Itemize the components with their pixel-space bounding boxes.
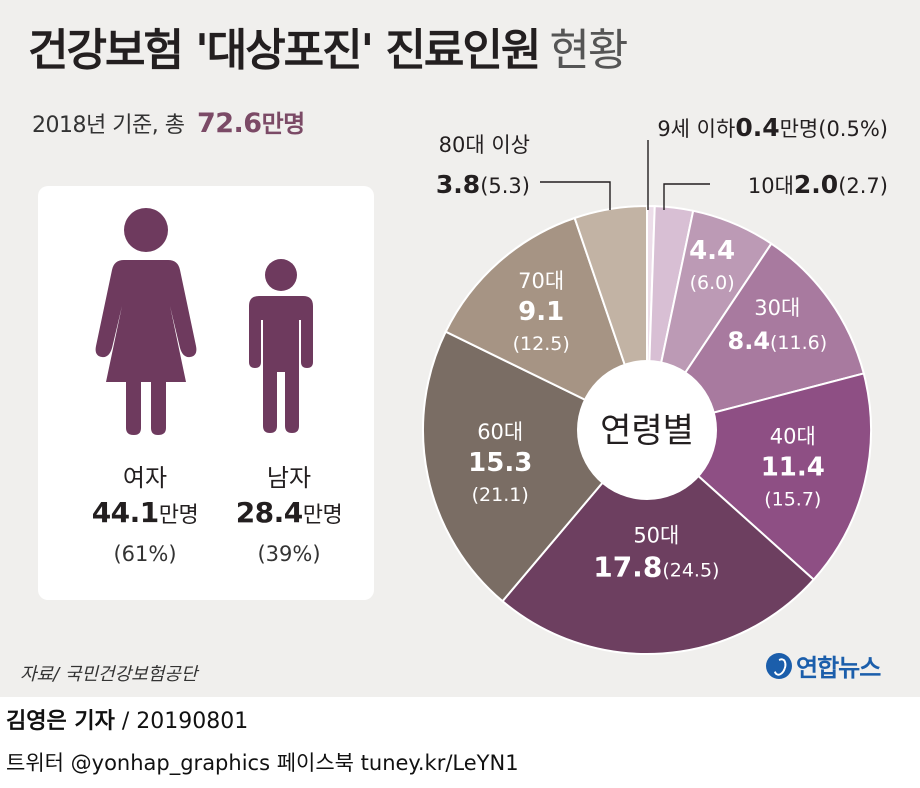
slice-pct-2: (6.0) bbox=[690, 272, 735, 294]
slice-value-3: 8.4(11.6) bbox=[728, 327, 828, 355]
yonhap-logo-text: 연합뉴스 bbox=[796, 654, 881, 682]
slice-outside-value-8: 3.8(5.3) bbox=[436, 170, 530, 199]
subtitle-total: 72.6 bbox=[196, 108, 262, 139]
pie-slice-2 bbox=[646, 209, 773, 431]
slice-label-6: 60대 bbox=[477, 420, 523, 444]
pie-slice-7 bbox=[444, 216, 649, 432]
slice-pct-6: (21.1) bbox=[472, 484, 529, 506]
slice-label-7: 70대 bbox=[518, 269, 564, 293]
slice-pct-7: (12.5) bbox=[513, 333, 570, 355]
yonhap-logo-icon bbox=[766, 652, 792, 679]
pie-slice-3 bbox=[644, 242, 865, 432]
male-value-unit: 만명 bbox=[302, 503, 343, 528]
slice-outside-label-1: 10대2.0(2.7) bbox=[748, 170, 888, 199]
slice-value-6: 15.3 bbox=[468, 448, 532, 478]
male-label: 남자 bbox=[266, 464, 312, 492]
callout-line-1 bbox=[663, 183, 710, 210]
subtitle-prefix: 2018년 기준, 총 bbox=[32, 113, 185, 138]
male-percent: (39%) bbox=[257, 542, 321, 566]
callout-line-8 bbox=[540, 181, 611, 210]
pie-slice-6 bbox=[422, 330, 649, 603]
slice-value-5: 17.8(24.5) bbox=[593, 551, 719, 584]
slice-value-2: 4.4 bbox=[689, 236, 735, 266]
slice-outside-label-8: 80대 이상 bbox=[439, 133, 530, 157]
slice-value-7: 9.1 bbox=[518, 297, 564, 327]
male-value: 28.4만명 bbox=[204, 496, 374, 529]
social-links: 트위터 @yonhap_graphics 페이스북 tuney.kr/LeYN1 bbox=[6, 751, 519, 775]
pie-slice-1 bbox=[646, 205, 695, 431]
slice-label-5: 50대 bbox=[633, 524, 679, 548]
female-value: 44.1만명 bbox=[60, 496, 230, 529]
male-icon bbox=[249, 259, 313, 433]
female-percent: (61%) bbox=[113, 542, 177, 566]
publish-date: / 20190801 bbox=[121, 709, 249, 734]
title-main: 건강보험 '대상포진' 진료인원 bbox=[28, 25, 541, 76]
page-title: 건강보험 '대상포진' 진료인원 현황 bbox=[28, 14, 628, 78]
gender-panel: 여자 44.1만명 (61%) 남자 28.4만명 (39%) bbox=[38, 186, 374, 600]
source-note: 자료/ 국민건강보험공단 bbox=[20, 664, 198, 685]
subtitle-unit: 만명 bbox=[261, 110, 306, 138]
slice-pct-4: (15.7) bbox=[764, 488, 821, 510]
yonhap-logo: 연합뉴스 bbox=[766, 648, 881, 683]
pie-slice-5 bbox=[501, 428, 816, 655]
pie-slice-8 bbox=[573, 204, 648, 431]
pie-slice-0 bbox=[646, 204, 656, 431]
reporter-name: 김영은 기자 bbox=[6, 709, 115, 734]
female-label: 여자 bbox=[122, 464, 168, 492]
slice-label-3: 30대 bbox=[754, 296, 800, 320]
byline: 김영은 기자 / 20190801 bbox=[6, 703, 248, 735]
female-icon bbox=[95, 208, 197, 435]
subtitle: 2018년 기준, 총 72.6만명 bbox=[32, 104, 305, 139]
female-value-number: 44.1 bbox=[91, 496, 160, 529]
pie-center-hole bbox=[577, 360, 717, 500]
slice-label-4: 40대 bbox=[770, 424, 816, 448]
male-value-number: 28.4 bbox=[235, 496, 304, 529]
pie-slice-4 bbox=[644, 372, 872, 582]
slice-value-4: 11.4 bbox=[761, 452, 825, 482]
pie-center-label: 연령별 bbox=[600, 411, 694, 451]
slice-outside-label-0: 9세 이하0.4만명(0.5%) bbox=[657, 113, 888, 142]
title-sub: 현황 bbox=[549, 25, 628, 76]
female-value-unit: 만명 bbox=[158, 503, 199, 528]
footer: 김영은 기자 / 20190801 트위터 @yonhap_graphics 페… bbox=[0, 697, 920, 788]
